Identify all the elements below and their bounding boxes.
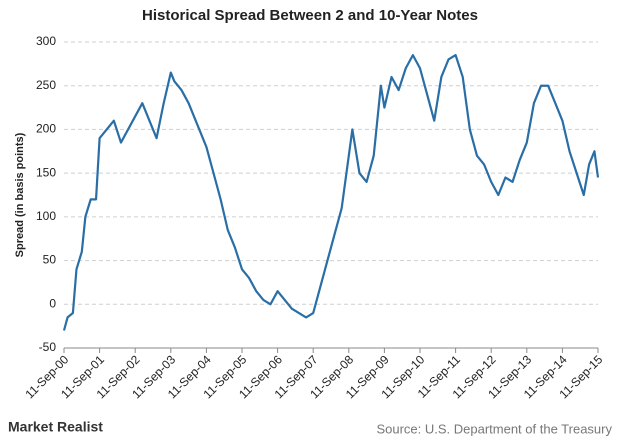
y-tick-label: 150 xyxy=(36,165,56,179)
y-tick-label: 0 xyxy=(49,296,56,310)
source-note: Source: U.S. Department of the Treasury xyxy=(376,421,612,436)
y-tick-label: 200 xyxy=(36,122,56,136)
y-tick-label: 100 xyxy=(36,209,56,223)
y-tick-label: 250 xyxy=(36,78,56,92)
chart-title: Historical Spread Between 2 and 10-Year … xyxy=(142,7,478,24)
y-tick-label: 50 xyxy=(43,253,57,267)
data-line xyxy=(62,54,600,331)
y-axis-label: Spread (in basis points) xyxy=(14,132,26,257)
logo: Market Realist xyxy=(8,419,103,435)
y-tick-label: -50 xyxy=(39,340,57,354)
y-tick-label: 300 xyxy=(36,34,56,48)
